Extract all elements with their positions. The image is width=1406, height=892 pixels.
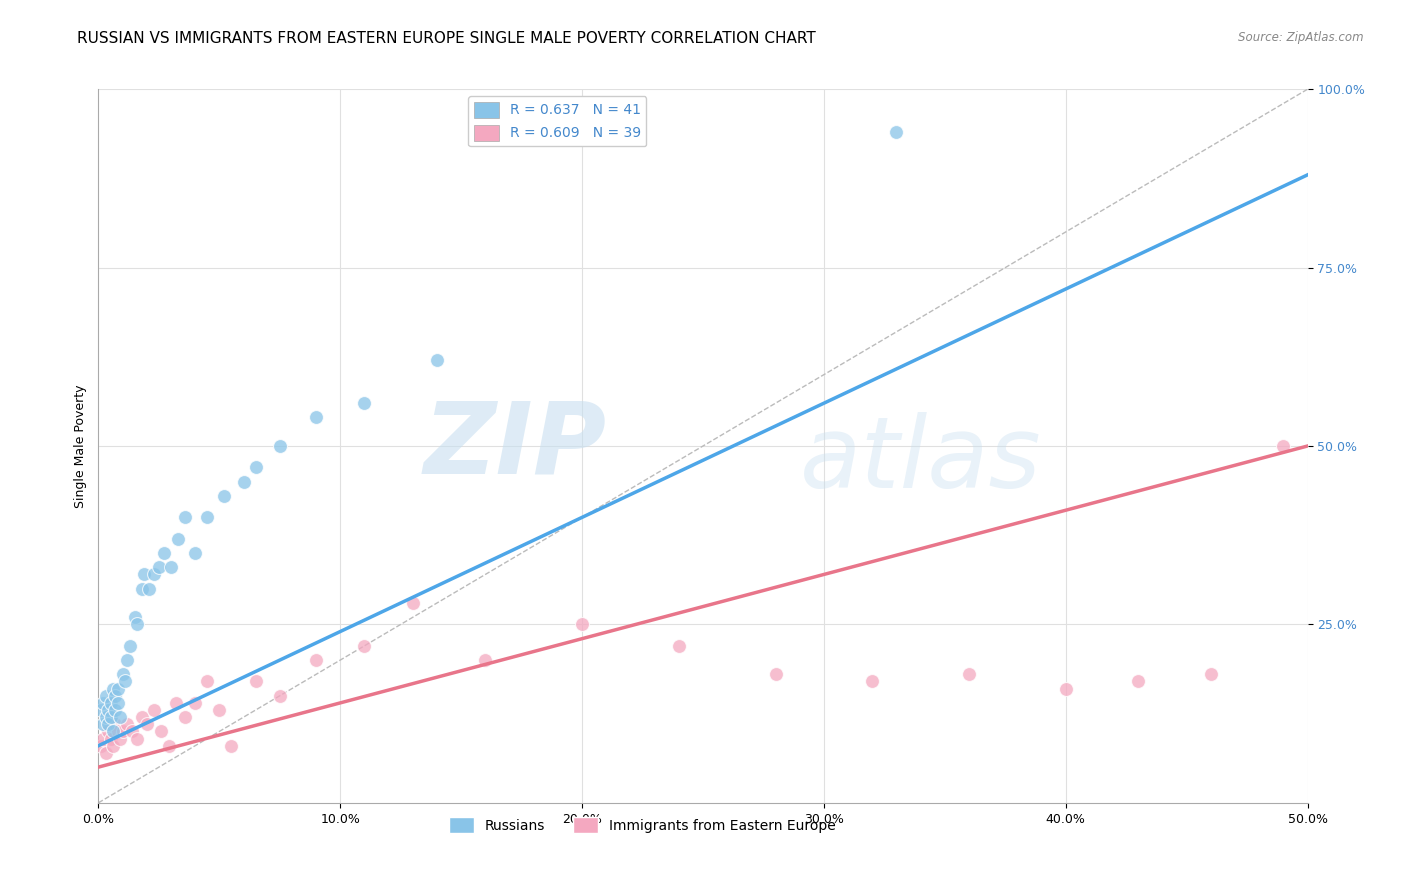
Point: [114, 674, 136, 689]
Point: [107, 724, 129, 739]
Point: [117, 717, 139, 731]
Point: [97, 724, 120, 739]
Point: [426, 353, 449, 368]
Y-axis label: Single Male Poverty: Single Male Poverty: [75, 384, 87, 508]
Point: [195, 510, 218, 524]
Point: [353, 639, 375, 653]
Point: [184, 546, 207, 560]
Point: [90, 739, 112, 753]
Point: [174, 710, 197, 724]
Point: [245, 674, 267, 689]
Point: [150, 724, 173, 739]
Point: [212, 489, 235, 503]
Point: [157, 739, 180, 753]
Point: [195, 674, 218, 689]
Point: [860, 674, 883, 689]
Point: [101, 724, 124, 739]
Point: [118, 639, 141, 653]
Point: [143, 567, 166, 582]
Point: [143, 703, 166, 717]
Point: [97, 717, 120, 731]
Point: [135, 717, 157, 731]
Point: [94, 746, 117, 760]
Point: [100, 731, 122, 746]
Point: [124, 610, 146, 624]
Point: [957, 667, 980, 681]
Point: [108, 731, 131, 746]
Point: [111, 724, 134, 739]
Point: [97, 703, 120, 717]
Point: [107, 696, 129, 710]
Point: [152, 546, 174, 560]
Point: [101, 739, 124, 753]
Point: [117, 653, 139, 667]
Point: [94, 710, 117, 724]
Point: [90, 703, 112, 717]
Point: [221, 739, 243, 753]
Point: [134, 567, 156, 582]
Point: [91, 717, 114, 731]
Point: [245, 460, 267, 475]
Point: [108, 710, 131, 724]
Point: [353, 396, 375, 410]
Point: [111, 667, 134, 681]
Text: RUSSIAN VS IMMIGRANTS FROM EASTERN EUROPE SINGLE MALE POVERTY CORRELATION CHART: RUSSIAN VS IMMIGRANTS FROM EASTERN EUROP…: [77, 31, 815, 46]
Point: [94, 689, 117, 703]
Point: [104, 717, 127, 731]
Point: [131, 582, 153, 596]
Point: [571, 617, 593, 632]
Point: [160, 560, 183, 574]
Point: [765, 667, 787, 681]
Point: [101, 681, 124, 696]
Point: [91, 696, 114, 710]
Point: [165, 696, 187, 710]
Point: [107, 681, 129, 696]
Point: [1128, 674, 1150, 689]
Point: [402, 596, 425, 610]
Point: [668, 639, 690, 653]
Point: [1272, 439, 1295, 453]
Point: [269, 689, 291, 703]
Point: [886, 125, 908, 139]
Point: [305, 653, 328, 667]
Point: [232, 475, 254, 489]
Point: [1054, 681, 1077, 696]
Point: [131, 710, 153, 724]
Point: [104, 689, 127, 703]
Point: [127, 731, 149, 746]
Point: [104, 703, 127, 717]
Text: atlas: atlas: [800, 412, 1042, 508]
Point: [1199, 667, 1222, 681]
Point: [91, 731, 114, 746]
Point: [138, 582, 160, 596]
Point: [148, 560, 170, 574]
Point: [174, 510, 197, 524]
Point: [127, 617, 149, 632]
Text: Source: ZipAtlas.com: Source: ZipAtlas.com: [1239, 31, 1364, 45]
Legend: Russians, Immigrants from Eastern Europe: Russians, Immigrants from Eastern Europe: [443, 812, 842, 838]
Point: [167, 532, 190, 546]
Point: [474, 653, 496, 667]
Point: [100, 710, 122, 724]
Text: ZIP: ZIP: [423, 398, 606, 494]
Point: [269, 439, 291, 453]
Point: [305, 410, 328, 425]
Point: [121, 724, 143, 739]
Point: [100, 696, 122, 710]
Point: [184, 696, 207, 710]
Point: [208, 703, 231, 717]
